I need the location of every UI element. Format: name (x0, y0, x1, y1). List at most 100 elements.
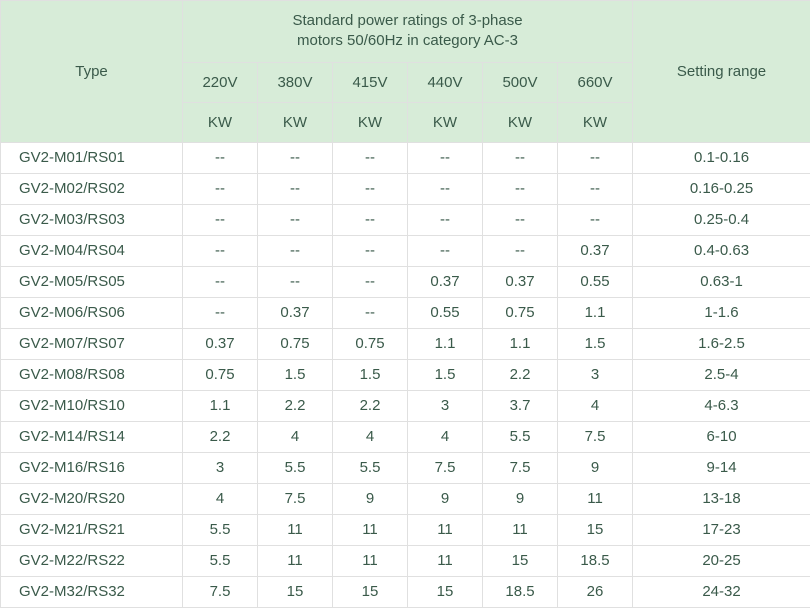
cell-value: 11 (258, 514, 333, 545)
cell-value: -- (183, 235, 258, 266)
cell-value: 4 (183, 483, 258, 514)
table-row: GV2-M08/RS080.751.51.51.52.232.5-4 (1, 359, 810, 390)
cell-value: 3.7 (483, 390, 558, 421)
header-unit-4: KW (483, 102, 558, 142)
cell-value: 5.5 (183, 514, 258, 545)
cell-value: -- (558, 204, 633, 235)
cell-value: -- (483, 235, 558, 266)
cell-value: 0.55 (408, 297, 483, 328)
cell-value: -- (258, 235, 333, 266)
cell-value: 0.75 (183, 359, 258, 390)
cell-value: -- (408, 204, 483, 235)
cell-range: 9-14 (633, 452, 810, 483)
header-voltage-0: 220V (183, 62, 258, 102)
cell-range: 1.6-2.5 (633, 328, 810, 359)
cell-range: 13-18 (633, 483, 810, 514)
cell-value: 15 (333, 576, 408, 607)
cell-value: -- (183, 266, 258, 297)
table-body: GV2-M01/RS01------------0.1-0.16GV2-M02/… (1, 142, 810, 607)
table-row: GV2-M07/RS070.370.750.751.11.11.51.6-2.5 (1, 328, 810, 359)
cell-value: 0.55 (558, 266, 633, 297)
cell-value: 4 (258, 421, 333, 452)
cell-value: 1.5 (333, 359, 408, 390)
cell-value: 7.5 (258, 483, 333, 514)
cell-range: 0.4-0.63 (633, 235, 810, 266)
cell-value: 11 (408, 545, 483, 576)
cell-type: GV2-M02/RS02 (1, 173, 183, 204)
cell-value: -- (183, 297, 258, 328)
header-unit-1: KW (258, 102, 333, 142)
cell-value: 2.2 (258, 390, 333, 421)
table-row: GV2-M06/RS06--0.37--0.550.751.11-1.6 (1, 297, 810, 328)
cell-value: 4 (558, 390, 633, 421)
table-row: GV2-M04/RS04----------0.370.4-0.63 (1, 235, 810, 266)
cell-value: 2.2 (183, 421, 258, 452)
cell-value: 3 (558, 359, 633, 390)
cell-value: 4 (408, 421, 483, 452)
cell-value: 1.1 (558, 297, 633, 328)
cell-value: 5.5 (183, 545, 258, 576)
cell-range: 0.25-0.4 (633, 204, 810, 235)
cell-type: GV2-M06/RS06 (1, 297, 183, 328)
cell-value: 1.1 (483, 328, 558, 359)
cell-range: 6-10 (633, 421, 810, 452)
table-row: GV2-M01/RS01------------0.1-0.16 (1, 142, 810, 173)
cell-value: -- (258, 142, 333, 173)
ratings-table-container: Type Standard power ratings of 3-phase m… (0, 0, 810, 615)
cell-value: 0.37 (408, 266, 483, 297)
cell-type: GV2-M20/RS20 (1, 483, 183, 514)
ratings-table: Type Standard power ratings of 3-phase m… (0, 0, 810, 608)
cell-value: -- (333, 204, 408, 235)
cell-value: 1.5 (258, 359, 333, 390)
cell-value: 2.2 (483, 359, 558, 390)
cell-type: GV2-M08/RS08 (1, 359, 183, 390)
cell-value: 11 (333, 545, 408, 576)
cell-value: 11 (558, 483, 633, 514)
cell-type: GV2-M03/RS03 (1, 204, 183, 235)
header-type: Type (1, 1, 183, 143)
cell-value: 0.75 (483, 297, 558, 328)
cell-value: -- (258, 266, 333, 297)
header-voltage-5: 660V (558, 62, 633, 102)
cell-value: 7.5 (408, 452, 483, 483)
cell-value: 11 (408, 514, 483, 545)
cell-value: -- (333, 297, 408, 328)
cell-value: -- (333, 266, 408, 297)
cell-value: 15 (483, 545, 558, 576)
cell-value: 9 (333, 483, 408, 514)
cell-value: 2.2 (333, 390, 408, 421)
cell-value: 0.75 (333, 328, 408, 359)
cell-range: 2.5-4 (633, 359, 810, 390)
header-voltage-3: 440V (408, 62, 483, 102)
cell-type: GV2-M10/RS10 (1, 390, 183, 421)
cell-value: 18.5 (558, 545, 633, 576)
cell-value: -- (483, 204, 558, 235)
cell-value: 0.37 (558, 235, 633, 266)
cell-value: 7.5 (183, 576, 258, 607)
header-group-title-line2: motors 50/60Hz in category AC-3 (297, 32, 518, 49)
cell-value: -- (258, 204, 333, 235)
cell-value: 0.37 (483, 266, 558, 297)
table-row: GV2-M16/RS1635.55.57.57.599-14 (1, 452, 810, 483)
cell-range: 0.1-0.16 (633, 142, 810, 173)
cell-range: 0.16-0.25 (633, 173, 810, 204)
table-row: GV2-M05/RS05------0.370.370.550.63-1 (1, 266, 810, 297)
table-row: GV2-M10/RS101.12.22.233.744-6.3 (1, 390, 810, 421)
header-voltage-4: 500V (483, 62, 558, 102)
header-voltage-2: 415V (333, 62, 408, 102)
cell-type: GV2-M16/RS16 (1, 452, 183, 483)
header-group-title: Standard power ratings of 3-phase motors… (183, 1, 633, 63)
table-row: GV2-M20/RS2047.59991113-18 (1, 483, 810, 514)
cell-value: 9 (558, 452, 633, 483)
cell-value: -- (408, 142, 483, 173)
cell-value: 3 (408, 390, 483, 421)
cell-value: 15 (408, 576, 483, 607)
cell-value: 1.5 (408, 359, 483, 390)
cell-value: 5.5 (258, 452, 333, 483)
cell-type: GV2-M05/RS05 (1, 266, 183, 297)
cell-value: 5.5 (333, 452, 408, 483)
cell-range: 24-32 (633, 576, 810, 607)
cell-value: 4 (333, 421, 408, 452)
cell-range: 0.63-1 (633, 266, 810, 297)
cell-value: 11 (258, 545, 333, 576)
